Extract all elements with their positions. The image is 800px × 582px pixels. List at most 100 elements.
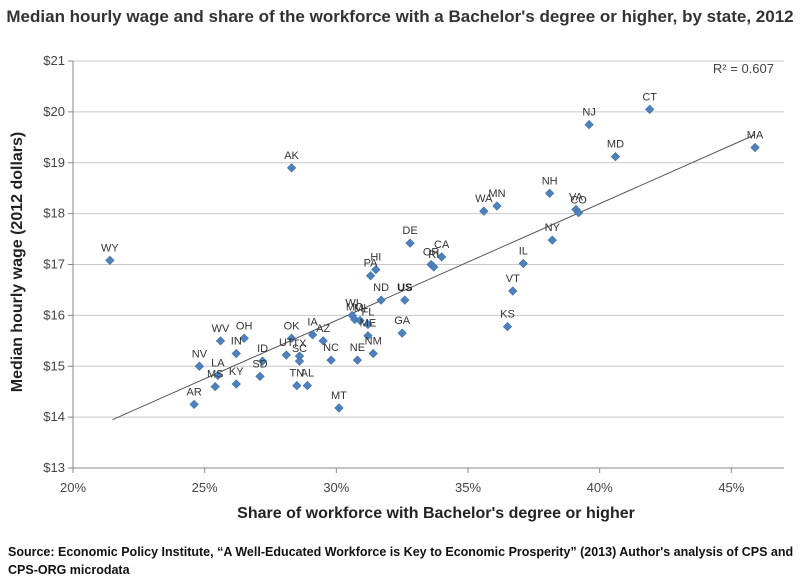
point-label-mn: MN bbox=[488, 188, 505, 200]
data-point-ks bbox=[502, 321, 513, 332]
y-tick-label: $14 bbox=[43, 409, 65, 424]
data-point-nc bbox=[326, 355, 336, 365]
data-point-wy bbox=[105, 255, 115, 266]
y-tick-label: $18 bbox=[43, 206, 65, 221]
data-point-co bbox=[573, 207, 584, 218]
y-tick-label: $17 bbox=[43, 257, 65, 272]
point-label-ar: AR bbox=[186, 386, 201, 398]
x-tick-label: 25% bbox=[192, 480, 218, 495]
data-point-tn bbox=[292, 380, 302, 391]
data-point-de bbox=[405, 238, 415, 248]
data-point-ia bbox=[308, 330, 318, 340]
point-label-nh: NH bbox=[542, 175, 558, 187]
y-tick-label: $16 bbox=[43, 307, 65, 322]
point-label-wy: WY bbox=[101, 242, 119, 254]
point-label-fl: FL bbox=[362, 307, 375, 319]
point-label-nd: ND bbox=[373, 282, 389, 294]
x-axis-title: Share of workforce with Bachelor's degre… bbox=[237, 505, 635, 522]
data-point-mt bbox=[334, 403, 344, 413]
point-label-ga: GA bbox=[394, 315, 411, 327]
x-tick-label: 40% bbox=[587, 480, 613, 495]
data-point-nd bbox=[376, 295, 386, 305]
point-label-co: CO bbox=[570, 195, 587, 207]
x-tick-label: 45% bbox=[718, 480, 744, 495]
point-label-or: OR bbox=[423, 247, 440, 259]
data-point-wv bbox=[215, 336, 226, 346]
point-label-mi: MI bbox=[354, 302, 366, 314]
data-point-hi bbox=[371, 264, 381, 275]
data-point-la bbox=[213, 370, 223, 381]
data-point-ut bbox=[281, 350, 291, 360]
point-label-hi: HI bbox=[370, 252, 381, 264]
point-label-ri: RI bbox=[428, 249, 439, 261]
point-label-ia: IA bbox=[307, 317, 318, 329]
data-point-sc bbox=[294, 356, 305, 366]
point-label-ne: NE bbox=[350, 342, 365, 354]
data-point-sd bbox=[255, 371, 265, 382]
point-label-mo: MO bbox=[346, 301, 364, 313]
trendline bbox=[112, 134, 756, 421]
point-label-ks: KS bbox=[500, 309, 515, 321]
data-point-ga bbox=[397, 328, 407, 338]
point-label-tx: TX bbox=[292, 338, 307, 350]
data-point-mn bbox=[492, 201, 502, 211]
point-label-me: ME bbox=[360, 318, 377, 330]
point-label-ms: MS bbox=[207, 369, 224, 381]
y-tick-label: $13 bbox=[43, 460, 65, 475]
data-point-pa bbox=[365, 271, 376, 281]
point-label-ok: OK bbox=[284, 320, 301, 332]
data-point-mi bbox=[355, 315, 365, 326]
y-tick-label: $15 bbox=[43, 358, 65, 373]
point-label-oh: OH bbox=[236, 320, 253, 332]
point-label-de: DE bbox=[402, 225, 417, 237]
point-label-sd: SD bbox=[252, 358, 267, 370]
point-label-ut: UT bbox=[279, 337, 294, 349]
data-point-ma bbox=[750, 142, 760, 153]
point-label-ak: AK bbox=[284, 150, 299, 162]
point-label-il: IL bbox=[519, 245, 528, 257]
data-point-al bbox=[302, 380, 312, 391]
point-label-tn: TN bbox=[289, 368, 304, 380]
point-label-vt: VT bbox=[506, 273, 520, 285]
data-point-ok bbox=[286, 333, 297, 343]
trendline-group bbox=[112, 134, 756, 421]
point-label-wa: WA bbox=[475, 193, 493, 205]
point-label-nc: NC bbox=[323, 342, 339, 354]
data-point-id bbox=[257, 356, 268, 366]
data-point-ak bbox=[286, 163, 297, 173]
point-label-va: VA bbox=[569, 192, 584, 204]
data-points bbox=[105, 104, 760, 413]
data-point-fl bbox=[363, 319, 373, 330]
point-label-ct: CT bbox=[642, 91, 657, 103]
data-point-nj bbox=[584, 119, 594, 130]
point-label-in: IN bbox=[231, 336, 242, 348]
point-label-mt: MT bbox=[331, 390, 347, 402]
y-tick-label: $19 bbox=[43, 155, 65, 170]
axes: $13 $14 $15 $16 $17 $18 $19 $20 $21 20% 25% 30% 35% 4… bbox=[43, 53, 784, 495]
data-point-wa bbox=[479, 206, 489, 216]
data-point-ny bbox=[547, 235, 557, 245]
data-point-nh bbox=[545, 188, 555, 198]
point-label-ma: MA bbox=[747, 129, 764, 141]
point-label-nj: NJ bbox=[582, 107, 595, 119]
scatter-chart: $13 $14 $15 $16 $17 $18 $19 $20 $21 20% 25% 30% 35% 4… bbox=[9, 53, 784, 522]
x-tick-label: 35% bbox=[455, 480, 481, 495]
point-label-nv: NV bbox=[192, 348, 208, 360]
data-point-ca bbox=[437, 252, 447, 262]
point-label-ny: NY bbox=[545, 222, 561, 234]
data-point-us bbox=[400, 295, 410, 305]
point-label-pa: PA bbox=[364, 258, 379, 270]
point-label-id: ID bbox=[257, 343, 268, 355]
x-tick-label: 30% bbox=[323, 480, 349, 495]
point-label-wi: WI bbox=[345, 297, 358, 309]
point-label-al: AL bbox=[301, 368, 314, 380]
data-point-me bbox=[363, 331, 373, 341]
data-point-nv bbox=[194, 361, 205, 371]
y-tick-label: $20 bbox=[43, 104, 65, 119]
data-point-vt bbox=[508, 286, 518, 296]
point-label-wv: WV bbox=[212, 323, 230, 335]
point-label-ky: KY bbox=[229, 366, 244, 378]
point-label-us: US bbox=[397, 282, 412, 294]
data-point-md bbox=[610, 152, 621, 162]
